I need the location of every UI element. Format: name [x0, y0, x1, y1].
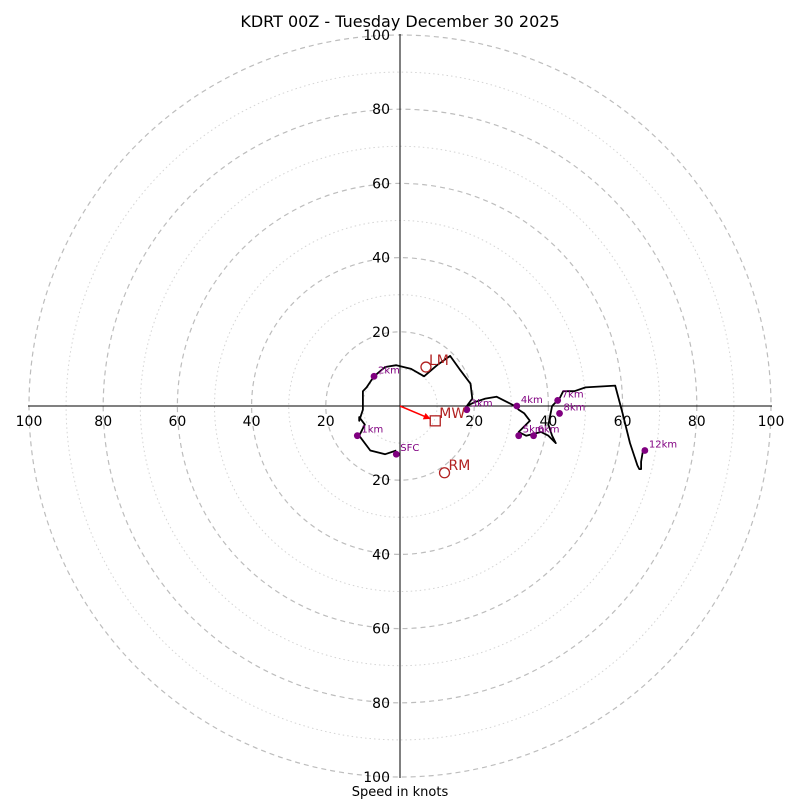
height-point-12km	[641, 447, 649, 454]
height-label-4km: 4km	[521, 395, 543, 406]
mw-marker	[429, 415, 441, 427]
y-tick-down-80: 80	[372, 696, 390, 712]
x-axis-label: Speed in knots	[352, 785, 449, 800]
x-tick-left-60: 60	[168, 414, 186, 430]
height-label-1km: 1km	[361, 425, 383, 436]
lm-label: LM	[429, 353, 449, 369]
height-label-6km: 6km	[538, 425, 560, 436]
x-tick-right-80: 80	[688, 414, 706, 430]
mean-wind-arrowhead	[422, 412, 431, 420]
mw-label: MW	[439, 406, 465, 422]
y-tick-down-20: 20	[372, 473, 390, 489]
x-tick-left-20: 20	[317, 414, 335, 430]
y-tick-up-80: 80	[372, 102, 390, 118]
hodograph-trace	[358, 354, 644, 471]
height-label-7km: 7km	[562, 389, 584, 400]
x-tick-right-20: 20	[465, 414, 483, 430]
x-tick-left-100: 100	[16, 414, 43, 430]
chart-title: KDRT 00Z - Tuesday December 30 2025	[240, 12, 559, 31]
height-label-12km: 12km	[649, 440, 677, 451]
height-point-sfc	[392, 450, 400, 458]
x-tick-right-60: 60	[614, 414, 632, 430]
height-point-2km	[370, 372, 378, 380]
rm-label: RM	[449, 458, 471, 474]
y-tick-up-100: 100	[363, 28, 390, 44]
y-tick-down-100: 100	[363, 770, 390, 786]
rm-marker	[438, 467, 451, 479]
height-label-sfc: SFC	[400, 443, 419, 454]
y-tick-down-60: 60	[372, 622, 390, 638]
height-label-5km: 5km	[523, 425, 545, 436]
height-label-8km: 8km	[564, 402, 586, 413]
y-tick-up-20: 20	[372, 325, 390, 341]
y-tick-up-40: 40	[372, 251, 390, 267]
y-tick-up-60: 60	[372, 176, 390, 192]
height-label-2km: 2km	[378, 365, 400, 376]
hodograph-trace-group	[358, 354, 644, 471]
y-tick-down-40: 40	[372, 547, 390, 563]
height-point-1km	[353, 432, 361, 440]
lm-marker	[420, 361, 432, 373]
x-tick-left-80: 80	[94, 414, 112, 430]
height-point-5km	[515, 432, 523, 440]
height-point-7km	[554, 397, 562, 404]
height-point-3km	[463, 406, 471, 414]
height-point-4km	[513, 402, 521, 410]
storm-motion: MW LM RM	[399, 353, 471, 479]
height-label-3km: 3km	[471, 399, 493, 410]
x-tick-left-40: 40	[243, 414, 261, 430]
height-point-6km	[530, 432, 537, 440]
height-point-8km	[556, 410, 563, 417]
x-tick-right-100: 100	[758, 414, 785, 430]
